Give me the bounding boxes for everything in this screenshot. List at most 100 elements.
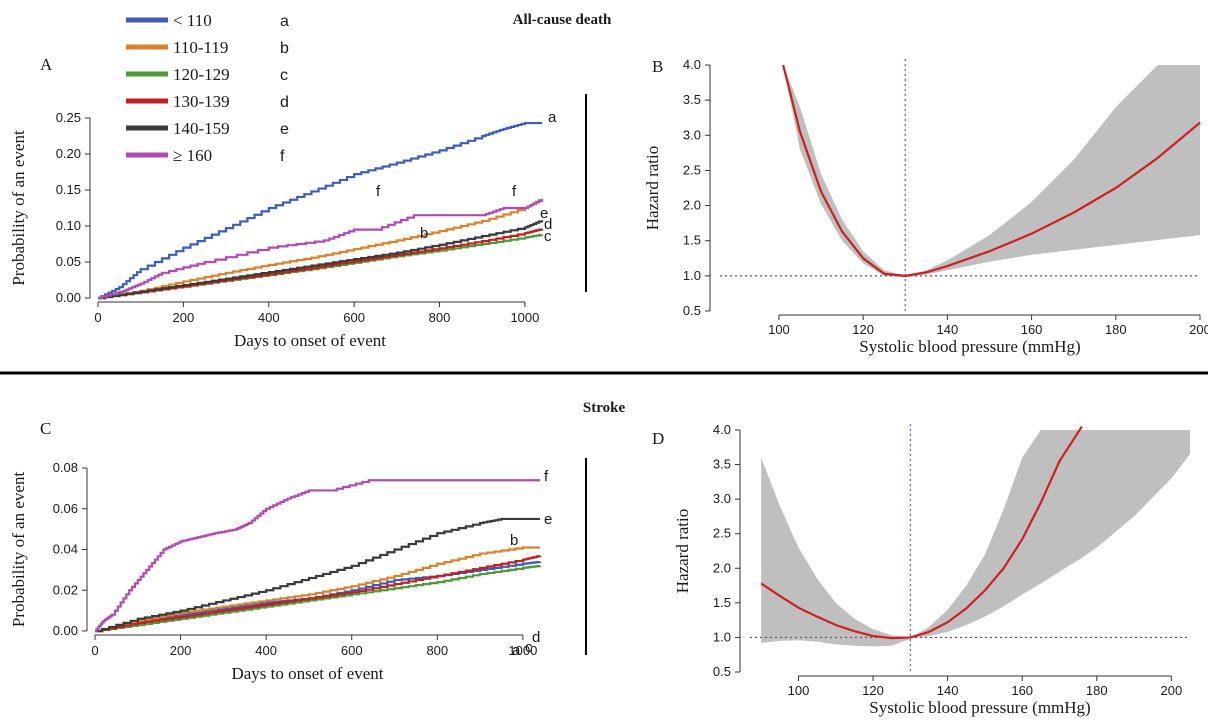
x-tick-label: 100	[768, 322, 790, 337]
legend-item: ≥ 160 f	[126, 146, 285, 165]
y-tick-label: 4.0	[683, 57, 701, 72]
x-axis-title: Systolic blood pressure (mmHg)	[869, 698, 1090, 717]
legend-letter: f	[280, 148, 285, 165]
series-end-label: d	[544, 216, 552, 233]
legend-label: 110-119	[173, 38, 228, 57]
y-tick-label: 4.0	[713, 422, 731, 437]
x-tick-label: 800	[429, 310, 451, 325]
y-tick-label: 0.04	[53, 542, 78, 557]
x-tick-label: 200	[170, 643, 192, 658]
y-tick-label: 0.25	[56, 110, 81, 125]
y-tick-label: 0.20	[56, 146, 81, 161]
legend-label: 120-129	[173, 65, 230, 84]
x-tick-label: 0	[94, 310, 101, 325]
legend-letter: d	[280, 94, 289, 111]
y-tick-label: 0.05	[56, 254, 81, 269]
series-line-a	[98, 121, 542, 300]
y-tick-label: 0.06	[53, 501, 78, 516]
legend-letter: b	[280, 40, 289, 57]
legend-label: ≥ 160	[173, 146, 212, 165]
x-axis-title: Systolic blood pressure (mmHg)	[859, 337, 1080, 356]
panel-label-b: B	[652, 57, 663, 76]
x-tick-label: 1000	[510, 310, 539, 325]
legend-item: 140-159 e	[126, 119, 289, 138]
y-tick-label: 3.5	[713, 457, 731, 472]
y-tick-label: 2.5	[713, 526, 731, 541]
x-tick-label: 180	[1086, 683, 1108, 698]
x-tick-label: 160	[1021, 322, 1043, 337]
x-tick-label: 140	[937, 322, 959, 337]
y-tick-label: 1.5	[683, 233, 701, 248]
y-tick-label: 1.0	[683, 268, 701, 283]
hazard-ratio-curve	[760, 425, 1083, 640]
series-end-label: f	[544, 468, 549, 485]
x-tick-label: 400	[255, 643, 277, 658]
y-axis-title: Probability of an event	[9, 472, 28, 628]
series-end-label: a	[548, 109, 557, 126]
panel-label-a: A	[40, 55, 53, 74]
y-tick-label: 0.10	[56, 218, 81, 233]
legend-label: 130-139	[173, 92, 230, 111]
legend-item: 120-129 c	[126, 65, 288, 84]
series-end-label: f	[512, 183, 517, 200]
panel-b-hazard-ratio: 0.5 1.0 1.5 2.0 2.5 3.0 3.5 4.0 100 120 140 160 180 2…	[643, 57, 1208, 356]
series-end-label: e	[544, 511, 552, 528]
series-end-label: b	[420, 225, 428, 242]
y-tick-label: 1.5	[713, 595, 731, 610]
x-tick-label: 800	[426, 643, 448, 658]
legend-letter: a	[280, 13, 289, 30]
legend-item: 110-119 b	[126, 38, 289, 57]
x-tick-label: 120	[862, 683, 884, 698]
x-tick-label: 160	[1011, 683, 1033, 698]
legend-label: < 110	[173, 11, 212, 30]
y-tick-label: 2.0	[683, 198, 701, 213]
section-title-top: All-cause death	[513, 12, 612, 28]
series-line-e	[95, 517, 540, 633]
panel-label-c: C	[40, 419, 51, 438]
series-end-label: a	[512, 642, 521, 659]
y-axis-title: Hazard ratio	[673, 509, 692, 593]
y-axis-title: Probability of an event	[9, 130, 28, 286]
y-tick-label: 0.02	[53, 582, 78, 597]
panel-a-cumulative-incidence: 0 200 400 600 800 1000 0.00 0.05 0.10 0.15 0.20 0.2…	[9, 109, 557, 350]
series-end-label: e	[540, 205, 548, 222]
x-axis-title: Days to onset of event	[231, 664, 383, 683]
x-tick-label: 600	[343, 310, 365, 325]
x-tick-label: 1000	[508, 643, 537, 658]
panel-d-hazard-ratio: 0.5 1.0 1.5 2.0 2.5 3.0 3.5 4.0 100 120 140 160 180 2…	[673, 422, 1190, 717]
legend-item: 130-139 d	[126, 92, 289, 111]
legend-letter: e	[280, 121, 289, 138]
series-end-label: c	[525, 639, 533, 656]
legend-letter: c	[280, 67, 288, 84]
x-tick-label: 600	[341, 643, 363, 658]
series-line-b	[98, 198, 544, 300]
y-tick-label: 0.5	[683, 303, 701, 318]
hazard-ratio-curve	[782, 64, 1201, 277]
legend-item: < 110 a	[126, 11, 289, 30]
series-line-f	[98, 199, 544, 300]
y-tick-label: 3.0	[683, 127, 701, 142]
series-end-label: b	[510, 532, 518, 549]
y-tick-label: 1.0	[713, 629, 731, 644]
series-line-e	[98, 220, 544, 300]
y-tick-label: 0.00	[56, 290, 81, 305]
y-tick-label: 0.08	[53, 460, 78, 475]
legend-label: 140-159	[173, 119, 230, 138]
x-tick-label: 140	[937, 683, 959, 698]
x-tick-label: 180	[1105, 322, 1127, 337]
y-tick-label: 0.15	[56, 182, 81, 197]
x-tick-label: 200	[1161, 683, 1183, 698]
series-end-label: d	[532, 629, 540, 646]
y-tick-label: 2.0	[713, 560, 731, 575]
x-tick-label: 200	[1189, 322, 1208, 337]
series-line-f	[95, 479, 540, 633]
x-tick-label: 120	[852, 322, 874, 337]
legend: < 110 a 110-119 b 120-129 c 130-139 d 14…	[126, 11, 289, 165]
x-tick-label: 400	[258, 310, 280, 325]
y-tick-label: 3.5	[683, 92, 701, 107]
confidence-band	[783, 65, 1200, 278]
y-tick-label: 0.00	[53, 623, 78, 638]
series-end-label: c	[544, 228, 552, 245]
y-axis-title: Hazard ratio	[643, 146, 662, 230]
